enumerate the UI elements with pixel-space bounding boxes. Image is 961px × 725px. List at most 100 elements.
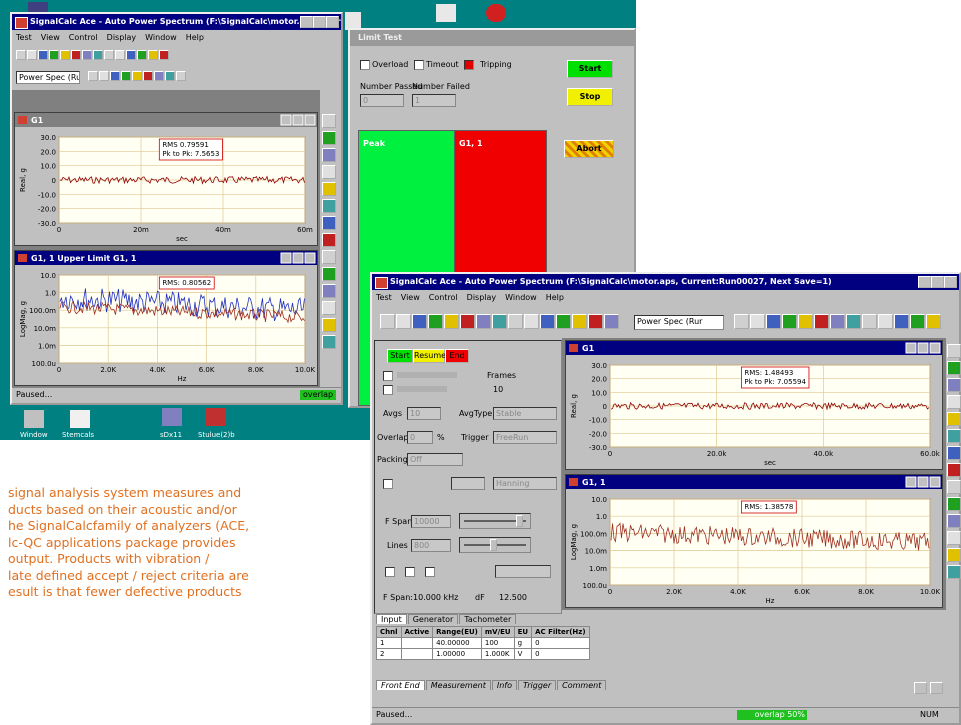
tool-button[interactable] xyxy=(556,314,571,329)
menu-item[interactable]: Control xyxy=(429,293,458,302)
checkbox[interactable] xyxy=(360,60,370,70)
checkbox[interactable] xyxy=(405,567,415,577)
tool-button[interactable] xyxy=(396,314,411,329)
tool-button[interactable] xyxy=(322,182,336,196)
scroll-left[interactable] xyxy=(914,682,927,694)
tool-button[interactable] xyxy=(99,71,109,81)
icon-label[interactable]: Stemcals xyxy=(62,431,94,439)
tool-button[interactable] xyxy=(444,314,459,329)
maximize[interactable] xyxy=(313,16,326,28)
menu-item[interactable]: Help xyxy=(546,293,564,302)
start-button[interactable]: Start xyxy=(567,60,613,78)
tool-button[interactable] xyxy=(894,314,909,329)
checkbox[interactable] xyxy=(383,385,393,395)
tool-button[interactable] xyxy=(154,71,164,81)
icon-label[interactable]: sDx11 xyxy=(160,431,182,439)
tool-button[interactable] xyxy=(88,71,98,81)
tool-button[interactable] xyxy=(947,446,961,460)
tool-button[interactable] xyxy=(476,314,491,329)
tool-button[interactable] xyxy=(104,50,114,60)
desktop-icon[interactable] xyxy=(24,410,44,428)
tab[interactable]: Trigger xyxy=(518,680,556,690)
tool-button[interactable] xyxy=(588,314,603,329)
tool-button[interactable] xyxy=(148,50,158,60)
resume-button[interactable]: Resume xyxy=(413,349,445,363)
tool-button[interactable] xyxy=(926,314,941,329)
tool-button[interactable] xyxy=(572,314,587,329)
tool-button[interactable] xyxy=(322,233,336,247)
tool-button[interactable] xyxy=(176,71,186,81)
tool-button[interactable] xyxy=(460,314,475,329)
tool-button[interactable] xyxy=(428,314,443,329)
desktop-icon[interactable] xyxy=(162,408,182,426)
tool-button[interactable] xyxy=(137,50,147,60)
tool-button[interactable] xyxy=(60,50,70,60)
tool-button[interactable] xyxy=(71,50,81,60)
tool-button[interactable] xyxy=(159,50,169,60)
tab[interactable]: Front End xyxy=(376,680,425,690)
tool-button[interactable] xyxy=(947,565,961,579)
measurement-dropdown[interactable]: Power Spec (Rur xyxy=(16,71,80,84)
tool-button[interactable] xyxy=(798,314,813,329)
tool-button[interactable] xyxy=(143,71,153,81)
icon-label[interactable]: Stulue(2)b xyxy=(198,431,235,439)
tool-button[interactable] xyxy=(947,395,961,409)
tool-button[interactable] xyxy=(947,412,961,426)
minimize[interactable] xyxy=(918,276,931,288)
tool-button[interactable] xyxy=(165,71,175,81)
menu-item[interactable]: Test xyxy=(376,293,392,302)
tool-button[interactable] xyxy=(734,314,749,329)
menu-item[interactable]: Control xyxy=(69,33,98,42)
close[interactable] xyxy=(326,16,339,28)
tool-button[interactable] xyxy=(110,71,120,81)
slider[interactable] xyxy=(459,537,531,553)
tab[interactable]: Generator xyxy=(408,614,459,624)
menu-item[interactable]: Help xyxy=(186,33,204,42)
dropdown[interactable]: FreeRun xyxy=(493,431,557,444)
tool-button[interactable] xyxy=(947,463,961,477)
tab[interactable]: Measurement xyxy=(426,680,491,690)
desktop-icon[interactable] xyxy=(436,4,456,22)
checkbox[interactable] xyxy=(383,371,393,381)
slider-thumb[interactable] xyxy=(490,539,497,551)
tool-button[interactable] xyxy=(322,284,336,298)
slider-thumb[interactable] xyxy=(516,515,523,527)
dropdown[interactable]: Off xyxy=(407,453,463,466)
measurement-dropdown[interactable]: Power Spec (Rur xyxy=(634,315,724,330)
tool-button[interactable] xyxy=(947,429,961,443)
slider[interactable] xyxy=(459,513,531,529)
scroll-right[interactable] xyxy=(930,682,943,694)
tool-button[interactable] xyxy=(508,314,523,329)
tool-button[interactable] xyxy=(947,344,961,358)
tab[interactable]: Tachometer xyxy=(459,614,516,624)
minimize[interactable] xyxy=(300,16,313,28)
tool-button[interactable] xyxy=(412,314,427,329)
tool-button[interactable] xyxy=(947,548,961,562)
tool-button[interactable] xyxy=(947,361,961,375)
tool-button[interactable] xyxy=(540,314,555,329)
menu-item[interactable]: View xyxy=(401,293,420,302)
checkbox[interactable] xyxy=(383,479,393,489)
desktop-icon[interactable] xyxy=(206,408,226,426)
tool-button[interactable] xyxy=(524,314,539,329)
menu-item[interactable]: Display xyxy=(467,293,497,302)
tab[interactable]: Comment xyxy=(557,680,606,690)
tool-button[interactable] xyxy=(947,378,961,392)
dropdown[interactable]: Hanning xyxy=(493,477,557,490)
tool-button[interactable] xyxy=(947,514,961,528)
dropdown[interactable]: Stable xyxy=(493,407,557,420)
tool-button[interactable] xyxy=(121,71,131,81)
menu-item[interactable]: Window xyxy=(145,33,177,42)
menu-item[interactable]: View xyxy=(41,33,60,42)
tool-button[interactable] xyxy=(766,314,781,329)
desktop-icon[interactable] xyxy=(486,4,506,22)
maximize[interactable] xyxy=(931,276,944,288)
tool-button[interactable] xyxy=(846,314,861,329)
tool-button[interactable] xyxy=(49,50,59,60)
tool-button[interactable] xyxy=(492,314,507,329)
menu-item[interactable]: Test xyxy=(16,33,32,42)
tool-button[interactable] xyxy=(38,50,48,60)
tool-button[interactable] xyxy=(82,50,92,60)
start-button[interactable]: Start xyxy=(387,349,413,363)
tool-button[interactable] xyxy=(947,497,961,511)
